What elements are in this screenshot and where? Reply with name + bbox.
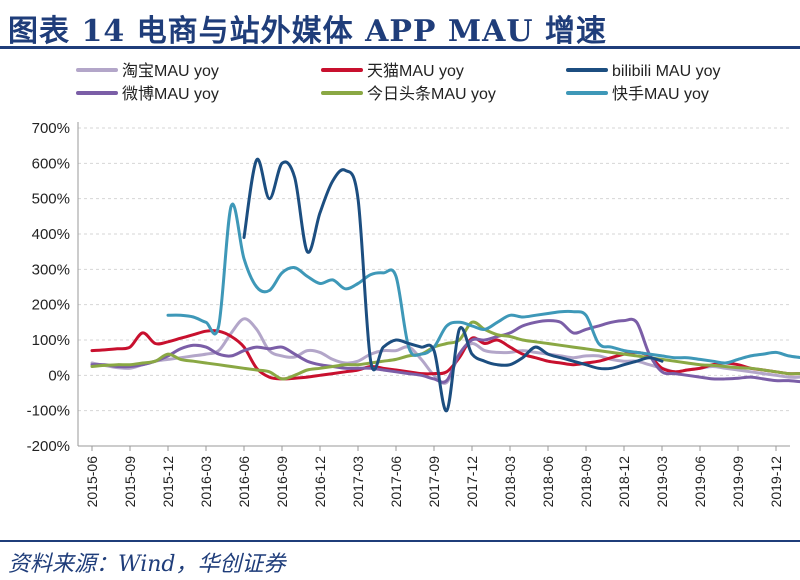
- line-chart: 淘宝MAU yoy 天猫MAU yoy bilibili MAU yoy 微博MAU …: [27, 62, 800, 508]
- x-tick-label: 2016-12: [312, 456, 328, 508]
- x-tick-label: 2017-09: [426, 456, 442, 508]
- legend-label: 快手MAU yoy: [612, 85, 709, 103]
- series-line--mau-yoy4: [90, 320, 800, 381]
- y-tick-label: 100%: [32, 332, 70, 349]
- x-tick-label: 2019-03: [654, 456, 670, 508]
- x-tick-label: 2019-09: [730, 456, 746, 508]
- x-tick-label: 2018-06: [540, 456, 556, 508]
- y-axis: -200% -100% 0% 100% 200% 300% 400% 500% 600% 700%: [27, 120, 79, 455]
- x-tick-label: 2017-06: [388, 456, 404, 508]
- series-line--mau-yoy5: [166, 202, 800, 365]
- series-line--mau-yoy3: [90, 317, 800, 384]
- x-tick-label: 2018-09: [578, 456, 594, 508]
- y-tick-label: 0%: [48, 367, 70, 384]
- figure-title: 图表 14 电商与站外媒体 APP MAU 增速: [8, 14, 608, 49]
- y-tick-label: 700%: [32, 120, 70, 137]
- x-tick-label: 2017-03: [350, 456, 366, 508]
- x-tick-label: 2019-06: [692, 456, 708, 508]
- chart-legend: 淘宝MAU yoy 天猫MAU yoy bilibili MAU yoy 微博MAU …: [76, 62, 720, 103]
- title-rule: [0, 46, 800, 49]
- y-tick-label: 500%: [32, 191, 70, 208]
- y-tick-label: -200%: [27, 438, 70, 455]
- x-tick-label: 2017-12: [464, 456, 480, 508]
- y-tick-label: 400%: [32, 226, 70, 243]
- chart-series: [90, 158, 800, 413]
- series-line-bilibili-mau-yoy2: [242, 158, 664, 413]
- x-tick-label: 2019-12: [768, 456, 784, 508]
- series-line--mau-yoy0: [90, 317, 800, 385]
- source-rule: [0, 540, 800, 542]
- x-tick-label: 2016-09: [274, 456, 290, 508]
- x-tick-label: 2016-06: [236, 456, 252, 508]
- x-tick-label: 2018-12: [616, 456, 632, 508]
- y-tick-label: 600%: [32, 155, 70, 172]
- x-tick-label: 2018-03: [502, 456, 518, 508]
- x-tick-label: 2015-06: [84, 456, 100, 508]
- source-note: 资料来源：Wind，华创证券: [8, 552, 286, 577]
- legend-label: 微博MAU yoy: [122, 85, 219, 103]
- series-line--mau-yoy1: [90, 329, 800, 381]
- legend-label: bilibili MAU yoy: [612, 63, 720, 80]
- x-tick-label: 2016-03: [198, 456, 214, 508]
- x-tick-label: 2015-09: [122, 456, 138, 508]
- figure-header: 图表 14 电商与站外媒体 APP MAU 增速: [0, 0, 800, 52]
- y-tick-label: -100%: [27, 403, 70, 420]
- legend-label: 今日头条MAU yoy: [367, 85, 496, 103]
- y-tick-label: 200%: [32, 297, 70, 314]
- legend-label: 天猫MAU yoy: [367, 62, 464, 80]
- x-tick-label: 2015-12: [160, 456, 176, 508]
- legend-label: 淘宝MAU yoy: [122, 62, 219, 80]
- x-axis: 2015-06 2015-09 2015-12 2016-03 2016-06 2016-…: [78, 445, 790, 508]
- y-tick-label: 300%: [32, 261, 70, 278]
- chart-gridlines: [78, 127, 790, 447]
